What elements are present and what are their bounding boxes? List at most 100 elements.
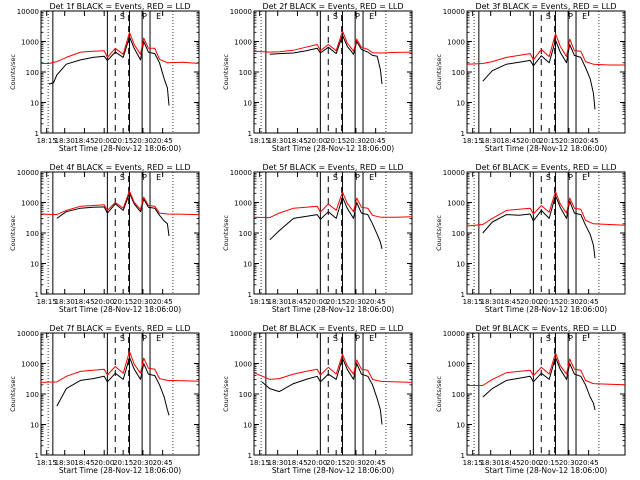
marker-label: P bbox=[142, 173, 147, 182]
x-tick-label: 18:15 bbox=[37, 137, 57, 145]
x-tick-label: 18:30 bbox=[55, 459, 75, 467]
y-tick-label: 10000 bbox=[443, 330, 465, 338]
x-tick-label: 18:45 bbox=[500, 459, 520, 467]
x-tick-label: 20:30 bbox=[346, 298, 366, 306]
x-tick-label: 20:15 bbox=[539, 137, 559, 145]
y-tick-label: 10 bbox=[243, 100, 252, 108]
lld-series-line bbox=[253, 30, 413, 54]
y-tick-label: 1000 bbox=[21, 361, 39, 369]
y-tick-label: 100 bbox=[26, 230, 39, 238]
events-series-line bbox=[482, 195, 596, 259]
x-tick-label: 20:15 bbox=[539, 459, 559, 467]
y-tick-label: 10 bbox=[456, 100, 465, 108]
lld-series-line bbox=[466, 191, 626, 227]
marker-label: P bbox=[355, 334, 360, 343]
marker-label: E bbox=[369, 12, 374, 21]
chart-panel: Det 8f BLACK = Events, RED = LLD 1 10 100 10… bbox=[222, 324, 413, 475]
chart-panel: Det 5f BLACK = Events, RED = LLD 1 10 100 10… bbox=[222, 163, 413, 314]
y-tick-label: 1 bbox=[248, 452, 252, 460]
marker-label: E bbox=[369, 173, 374, 182]
chart-panel: Det 6f BLACK = Events, RED = LLD 1 10 100 10… bbox=[435, 163, 626, 314]
x-tick-label: 20:00 bbox=[94, 459, 114, 467]
x-tick-label: 20:30 bbox=[133, 459, 153, 467]
x-tick-label: 20:15 bbox=[326, 298, 346, 306]
marker-label: S bbox=[333, 173, 338, 182]
y-tick-label: 100 bbox=[26, 69, 39, 77]
x-tick-label: 18:30 bbox=[55, 298, 75, 306]
x-axis-label: Start Time (28-Nov-12 18:06:00) bbox=[59, 144, 181, 153]
x-axis-label: Start Time (28-Nov-12 18:06:00) bbox=[59, 305, 181, 314]
x-tick-label: 18:45 bbox=[287, 298, 307, 306]
y-tick-label: 10 bbox=[30, 100, 39, 108]
marker-label: E bbox=[156, 334, 161, 343]
y-tick-label: 1000 bbox=[447, 200, 465, 208]
x-tick-label: 20:45 bbox=[366, 459, 386, 467]
x-tick-label: 20:45 bbox=[579, 459, 599, 467]
plot-frame bbox=[40, 171, 200, 295]
x-tick-label: 18:15 bbox=[463, 298, 483, 306]
plot-frame bbox=[40, 332, 200, 456]
chart-panel: Det 3f BLACK = Events, RED = LLD 1 10 100 10… bbox=[435, 2, 626, 153]
y-axis-label: Counts/sec bbox=[435, 215, 443, 251]
marker-label: S bbox=[333, 12, 338, 21]
y-axis-label: Counts/sec bbox=[222, 376, 230, 412]
marker-label: S bbox=[546, 12, 551, 21]
x-tick-label: 20:00 bbox=[94, 298, 114, 306]
y-axis-label: Counts/sec bbox=[9, 376, 17, 412]
y-tick-label: 10000 bbox=[230, 8, 252, 16]
y-tick-label: 100 bbox=[239, 230, 252, 238]
x-tick-label: 20:30 bbox=[133, 298, 153, 306]
x-tick-label: 20:00 bbox=[307, 298, 327, 306]
y-tick-label: 1000 bbox=[234, 39, 252, 47]
plot-frame bbox=[253, 10, 413, 134]
marker-label: E bbox=[156, 12, 161, 21]
y-tick-label: 100 bbox=[452, 230, 465, 238]
y-tick-label: 10000 bbox=[17, 169, 39, 177]
marker-label: E bbox=[582, 173, 587, 182]
y-tick-label: 1 bbox=[461, 291, 465, 299]
events-series-line bbox=[482, 39, 596, 110]
marker-label: S bbox=[120, 12, 125, 21]
lld-series-line bbox=[40, 190, 200, 216]
marker-label: P bbox=[568, 334, 573, 343]
y-tick-label: 1 bbox=[461, 452, 465, 460]
plot-frame bbox=[253, 171, 413, 295]
y-axis-label: Counts/sec bbox=[222, 54, 230, 90]
chart-title: Det 4f BLACK = Events, RED = LLD bbox=[49, 163, 190, 172]
x-tick-label: 20:15 bbox=[326, 137, 346, 145]
x-tick-label: 20:00 bbox=[307, 137, 327, 145]
x-tick-label: 18:30 bbox=[481, 137, 501, 145]
x-tick-label: 18:30 bbox=[268, 137, 288, 145]
chart-title: Det 6f BLACK = Events, RED = LLD bbox=[475, 163, 616, 172]
events-series-line bbox=[482, 356, 596, 411]
y-tick-label: 10000 bbox=[443, 169, 465, 177]
y-tick-label: 10000 bbox=[230, 169, 252, 177]
marker-label: S bbox=[546, 334, 551, 343]
y-axis-label: Counts/sec bbox=[9, 215, 17, 251]
events-series-line bbox=[261, 357, 383, 425]
x-axis-label: Start Time (28-Nov-12 18:06:00) bbox=[485, 305, 607, 314]
x-axis-label: Start Time (28-Nov-12 18:06:00) bbox=[272, 466, 394, 475]
x-tick-label: 18:15 bbox=[463, 137, 483, 145]
x-tick-label: 20:45 bbox=[366, 298, 386, 306]
y-tick-label: 10 bbox=[456, 422, 465, 430]
x-tick-label: 20:15 bbox=[113, 298, 133, 306]
x-tick-label: 18:30 bbox=[481, 298, 501, 306]
x-axis-label: Start Time (28-Nov-12 18:06:00) bbox=[485, 144, 607, 153]
y-tick-label: 10000 bbox=[443, 8, 465, 16]
x-axis-label: Start Time (28-Nov-12 18:06:00) bbox=[272, 305, 394, 314]
marker-label: E bbox=[156, 173, 161, 182]
x-tick-label: 20:45 bbox=[366, 137, 386, 145]
y-tick-label: 10000 bbox=[17, 8, 39, 16]
x-tick-label: 18:15 bbox=[463, 459, 483, 467]
y-tick-label: 1000 bbox=[447, 361, 465, 369]
x-tick-label: 18:45 bbox=[74, 298, 94, 306]
x-tick-label: 18:30 bbox=[268, 459, 288, 467]
x-tick-label: 18:15 bbox=[37, 459, 57, 467]
x-tick-label: 18:15 bbox=[37, 298, 57, 306]
x-tick-label: 20:45 bbox=[579, 137, 599, 145]
y-axis-label: Counts/sec bbox=[435, 376, 443, 412]
x-tick-label: 20:30 bbox=[559, 459, 579, 467]
y-tick-label: 1 bbox=[461, 130, 465, 138]
